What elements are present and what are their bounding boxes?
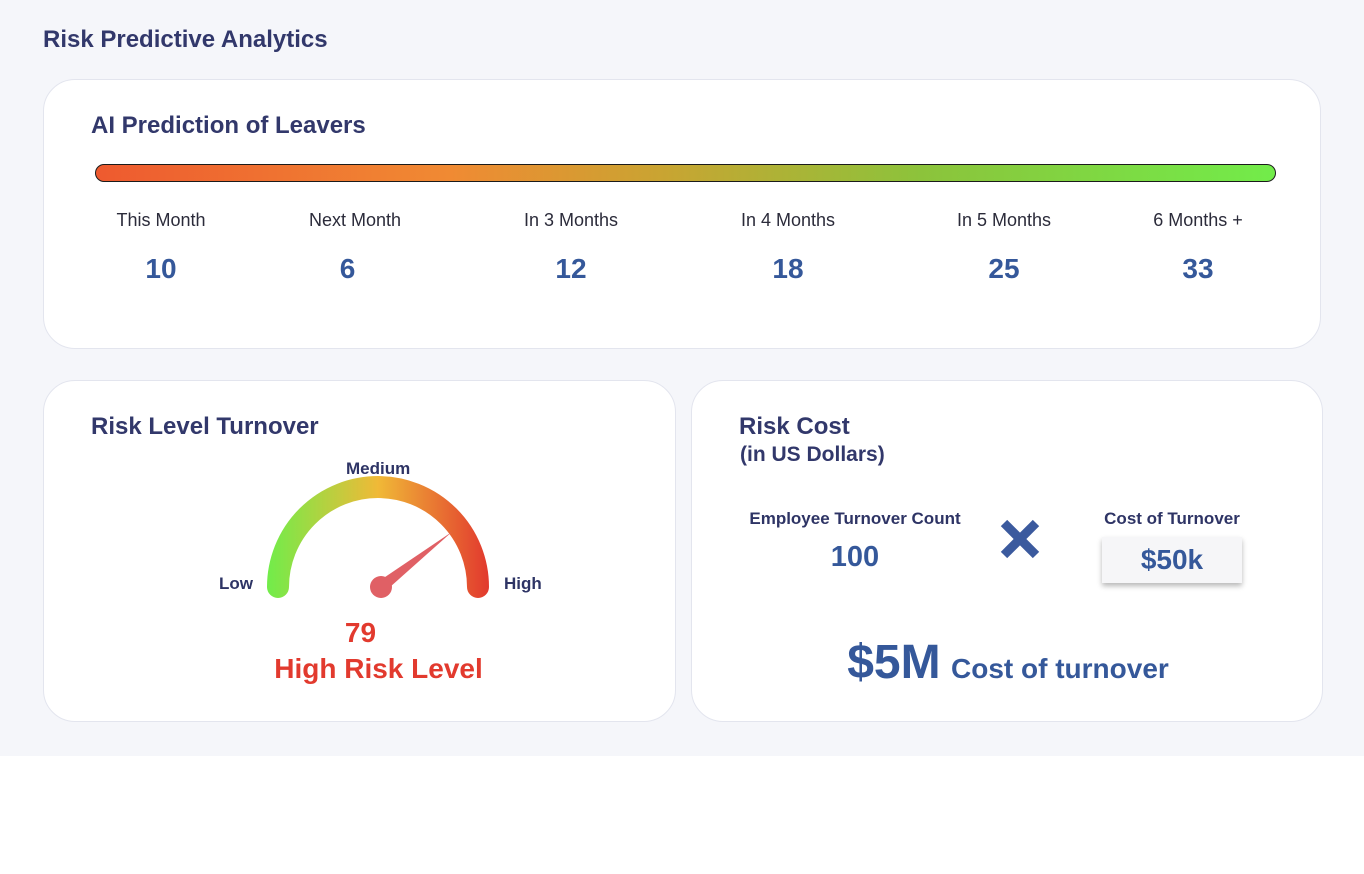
risk-cost-card-title: Risk Cost <box>739 413 850 440</box>
gauge-arc <box>267 476 489 598</box>
period-in-5-months: In 5 Months 25 <box>924 210 1084 285</box>
gauge-hub <box>370 576 392 598</box>
risk-score: 79 <box>344 617 377 648</box>
risk-gradient-bar <box>95 164 1276 182</box>
period-value: 33 <box>1182 253 1214 284</box>
period-value: 25 <box>988 253 1020 284</box>
period-value: 12 <box>555 253 587 284</box>
turnover-count-block: Employee Turnover Count 100 <box>735 509 975 574</box>
period-label: In 3 Months <box>523 210 619 230</box>
page-title: Risk Predictive Analytics <box>43 26 328 53</box>
total-cost-row: $5M Cost of turnover <box>692 635 1324 690</box>
period-6-months-plus: 6 Months + 33 <box>1118 210 1278 285</box>
gauge-label-high: High <box>504 574 542 593</box>
period-value: 6 <box>339 253 356 284</box>
risk-cost-card-subtitle: (in US Dollars) <box>740 443 885 466</box>
gauge-needle <box>377 531 453 592</box>
leavers-prediction-card: AI Prediction of Leavers This Month 10 N… <box>43 79 1321 349</box>
period-in-4-months: In 4 Months 18 <box>708 210 868 285</box>
gauge-label-medium: Medium <box>346 459 411 478</box>
period-value: 10 <box>145 253 177 284</box>
risk-level-card-title: Risk Level Turnover <box>91 413 319 440</box>
risk-level-card: Risk Level Turnover Medium Low High 79 H… <box>43 380 676 722</box>
unit-cost-label: Cost of Turnover <box>1104 509 1240 528</box>
turnover-count-value: 100 <box>830 541 880 573</box>
period-in-3-months: In 3 Months 12 <box>491 210 651 285</box>
total-cost-label: Cost of turnover <box>951 653 1169 684</box>
unit-cost-value: $50k <box>1102 537 1242 583</box>
unit-cost-block: Cost of Turnover $50k <box>1087 509 1257 583</box>
risk-cost-card: Risk Cost (in US Dollars) Employee Turno… <box>691 380 1323 722</box>
leavers-card-title: AI Prediction of Leavers <box>91 112 366 139</box>
period-label: Next Month <box>308 210 402 230</box>
total-cost-value: $5M <box>847 636 941 689</box>
period-label: 6 Months + <box>1153 210 1243 230</box>
risk-gauge <box>267 476 489 598</box>
period-label: In 4 Months <box>740 210 836 230</box>
multiply-icon <box>1000 519 1040 559</box>
period-next-month: Next Month 6 <box>275 210 435 285</box>
period-value: 18 <box>772 253 804 284</box>
risk-level-text: High Risk Level <box>274 653 483 684</box>
period-label: In 5 Months <box>956 210 1052 230</box>
gauge-label-low: Low <box>219 574 253 593</box>
period-this-month: This Month 10 <box>81 210 241 285</box>
turnover-count-label: Employee Turnover Count <box>749 509 961 528</box>
period-label: This Month <box>116 210 206 230</box>
